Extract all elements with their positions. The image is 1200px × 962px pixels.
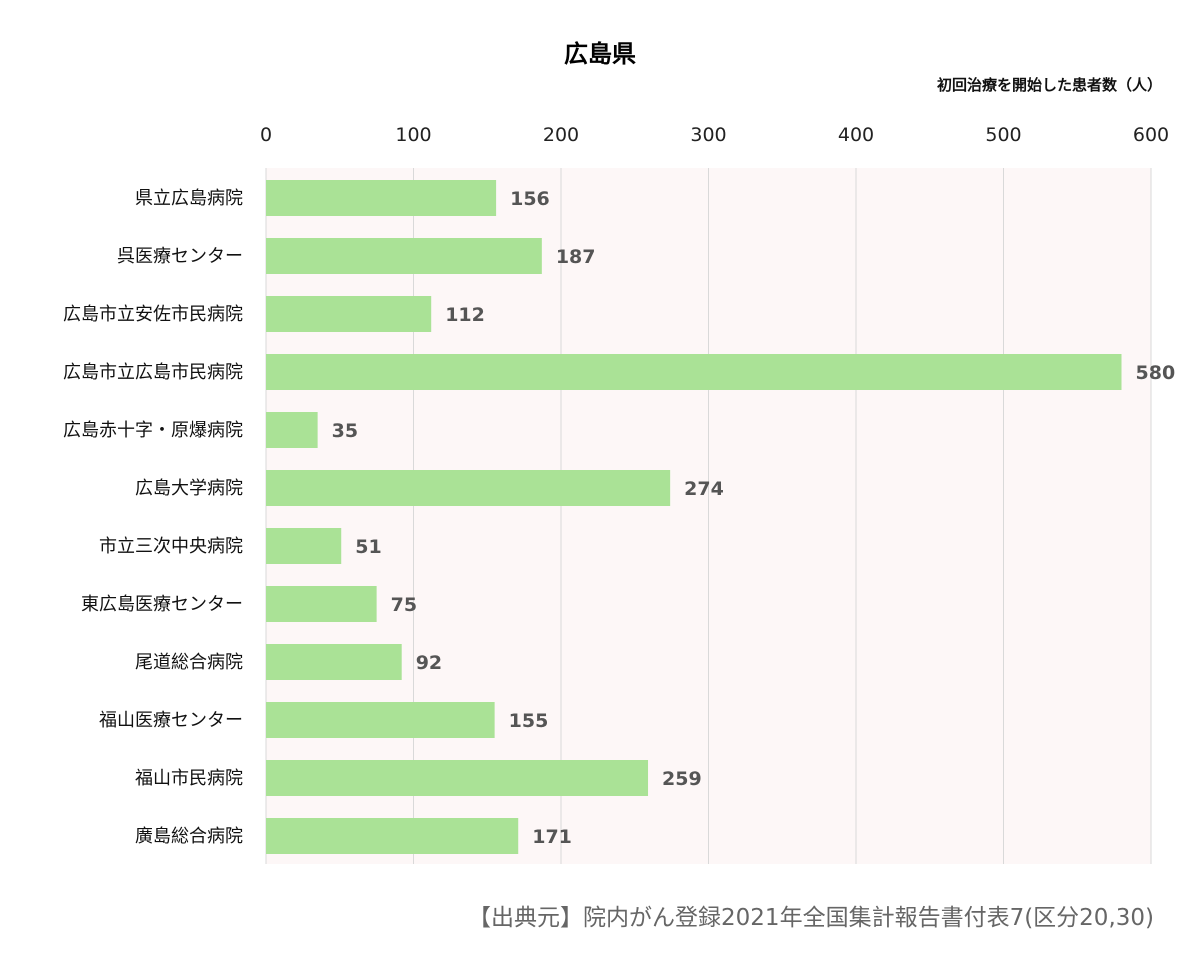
data-label: 580 xyxy=(1136,362,1176,384)
data-label: 156 xyxy=(510,188,550,210)
category-label: 県立広島病院 xyxy=(135,188,243,209)
data-label: 92 xyxy=(416,652,442,674)
category-label: 廣島総合病院 xyxy=(135,826,243,847)
x-tick-label: 100 xyxy=(395,124,431,146)
bar xyxy=(266,238,542,274)
x-tick-label: 500 xyxy=(985,124,1021,146)
bar xyxy=(266,586,377,622)
x-tick-label: 0 xyxy=(260,124,272,146)
data-label: 187 xyxy=(556,246,596,268)
category-label: 広島大学病院 xyxy=(135,478,243,499)
source-note: 【出典元】院内がん登録2021年全国集計報告書付表7(区分20,30) xyxy=(468,905,1154,931)
category-label: 広島市立安佐市民病院 xyxy=(63,304,243,325)
data-label: 259 xyxy=(662,768,702,790)
bar xyxy=(266,412,318,448)
bar xyxy=(266,818,519,854)
x-tick-label: 200 xyxy=(543,124,579,146)
data-label: 112 xyxy=(445,304,485,326)
category-label: 呉医療センター xyxy=(117,246,243,267)
axis-unit-label: 初回治療を開始した患者数（人） xyxy=(936,76,1162,94)
x-tick-label: 300 xyxy=(690,124,726,146)
category-label: 福山市民病院 xyxy=(135,768,243,789)
bar xyxy=(266,644,402,680)
bar xyxy=(266,296,432,332)
category-label: 東広島医療センター xyxy=(81,594,243,615)
chart-title: 広島県 xyxy=(564,40,636,68)
data-label: 75 xyxy=(391,594,417,616)
data-label: 171 xyxy=(532,826,572,848)
bar xyxy=(266,702,495,738)
x-tick-label: 600 xyxy=(1133,124,1169,146)
data-label: 35 xyxy=(332,420,358,442)
data-label: 274 xyxy=(684,478,724,500)
bar xyxy=(266,470,671,506)
bar xyxy=(266,760,649,796)
x-tick-label: 400 xyxy=(838,124,874,146)
bar xyxy=(266,354,1122,390)
data-label: 51 xyxy=(355,536,381,558)
bar xyxy=(266,528,342,564)
category-label: 福山医療センター xyxy=(99,710,243,731)
category-label: 市立三次中央病院 xyxy=(99,536,243,557)
bar xyxy=(266,180,497,216)
category-label: 尾道総合病院 xyxy=(135,652,243,673)
data-label: 155 xyxy=(509,710,549,732)
category-label: 広島市立広島市民病院 xyxy=(63,362,243,383)
category-label: 広島赤十字・原爆病院 xyxy=(63,420,243,441)
